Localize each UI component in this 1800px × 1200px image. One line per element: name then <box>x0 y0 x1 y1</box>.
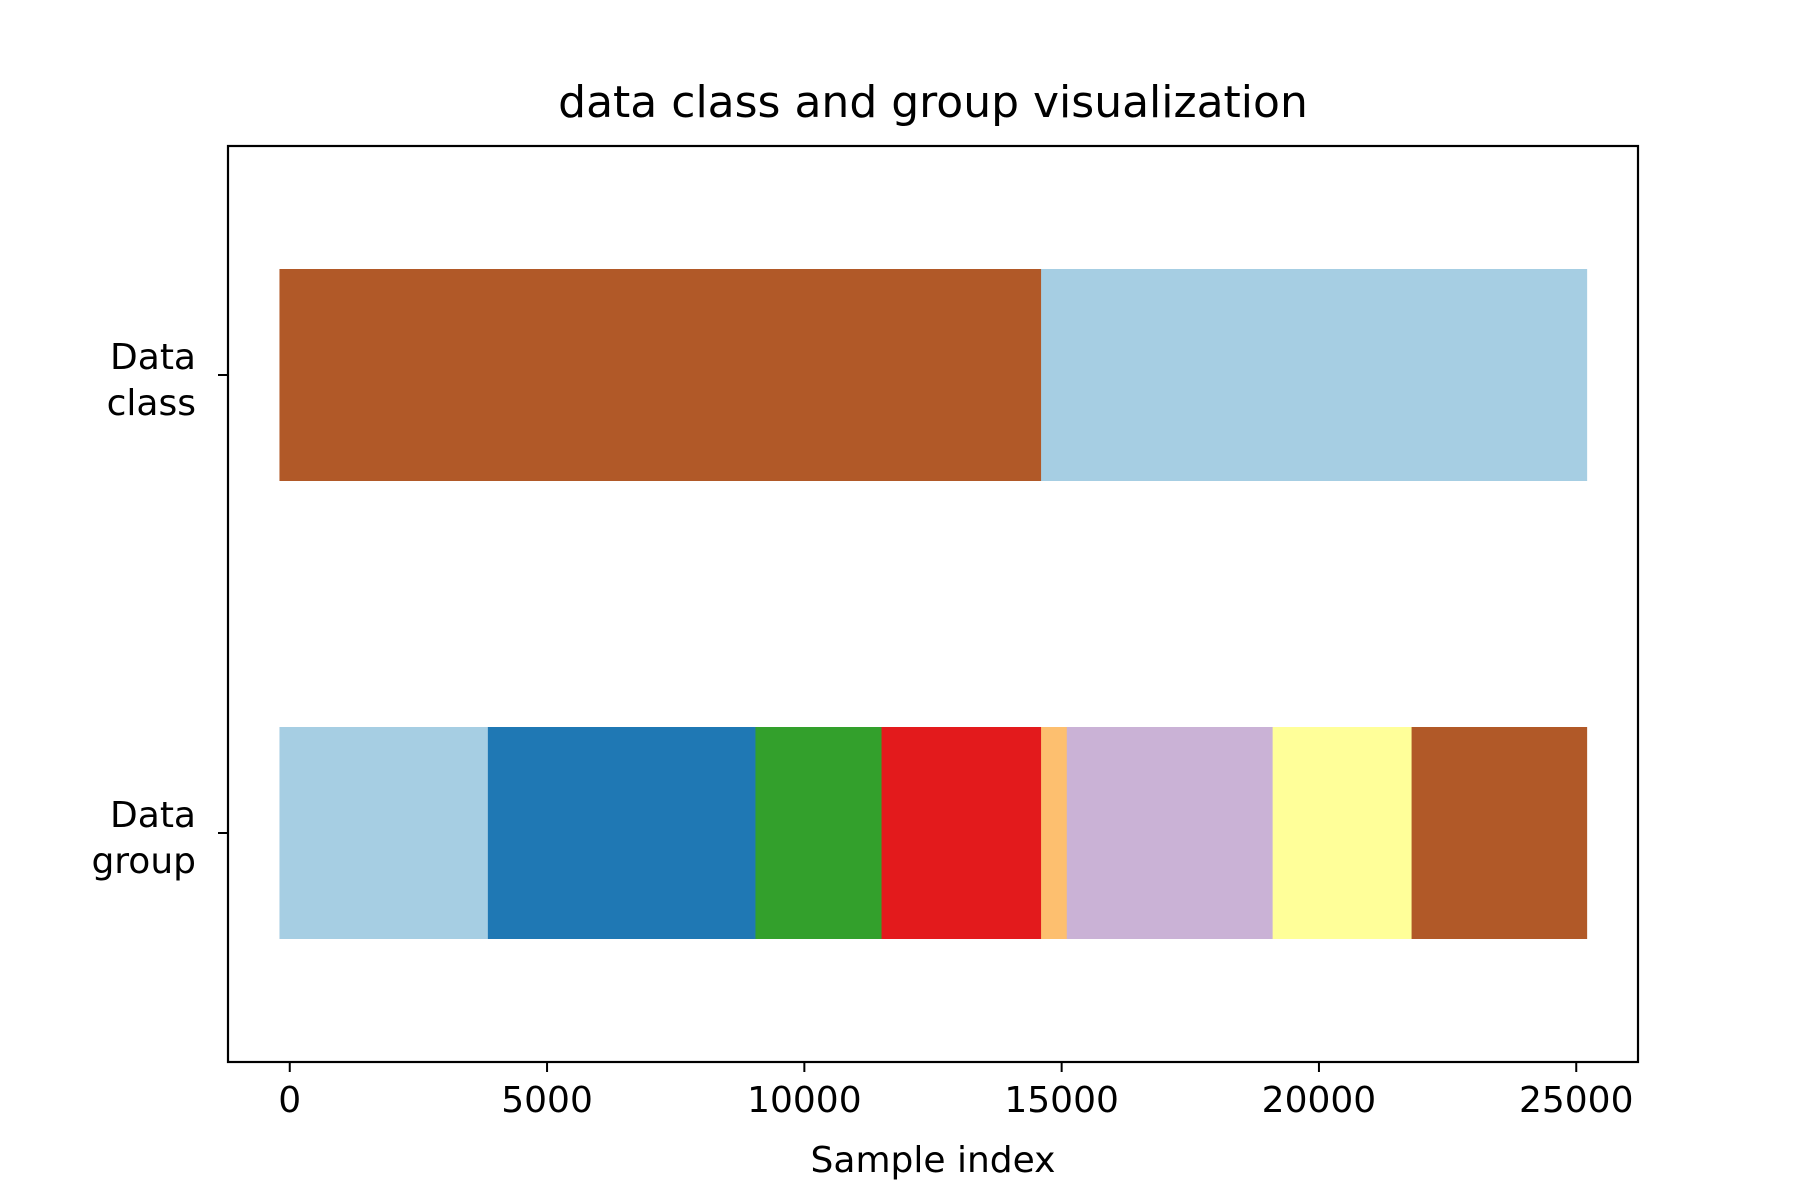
bar-segment-class-2 <box>1041 269 1588 481</box>
bar-segment-group-5 <box>1041 727 1068 939</box>
chart-title: data class and group visualization <box>558 77 1308 128</box>
x-tick-label-25000: 25000 <box>1519 1080 1634 1121</box>
bar-segment-group-3 <box>755 727 883 939</box>
x-tick-label-15000: 15000 <box>1004 1080 1119 1121</box>
y-tick-label-class: Data class <box>107 337 196 424</box>
x-axis-label: Sample index <box>811 1140 1056 1181</box>
bar-segment-group-4 <box>881 727 1042 939</box>
bar-segment-class-1 <box>279 269 1042 481</box>
bar-segment-group-7 <box>1272 727 1413 939</box>
axes-frame <box>226 144 1640 1064</box>
x-tick-label-5000: 5000 <box>501 1080 593 1121</box>
y-tick-label-line-group-2: group <box>91 841 196 882</box>
bar-segment-group-1 <box>279 727 489 939</box>
x-tick-label-20000: 20000 <box>1262 1080 1377 1121</box>
x-tick-label-0: 0 <box>278 1080 301 1121</box>
x-tick-label-10000: 10000 <box>747 1080 862 1121</box>
y-tick-label-line-class-1: Data <box>110 337 196 378</box>
bar-segment-group-8 <box>1411 727 1588 939</box>
bar-segment-group-2 <box>487 727 757 939</box>
bar-segment-group-6 <box>1066 727 1274 939</box>
y-tick-label-line-group-1: Data <box>110 795 196 836</box>
y-tick-label-group: Data group <box>91 795 196 882</box>
plot-area <box>279 269 1588 939</box>
axes-group: 0 5000 10000 15000 20000 25000 Data class Data gr… <box>91 144 1640 1121</box>
y-tick-label-line-class-2: class <box>107 383 196 424</box>
